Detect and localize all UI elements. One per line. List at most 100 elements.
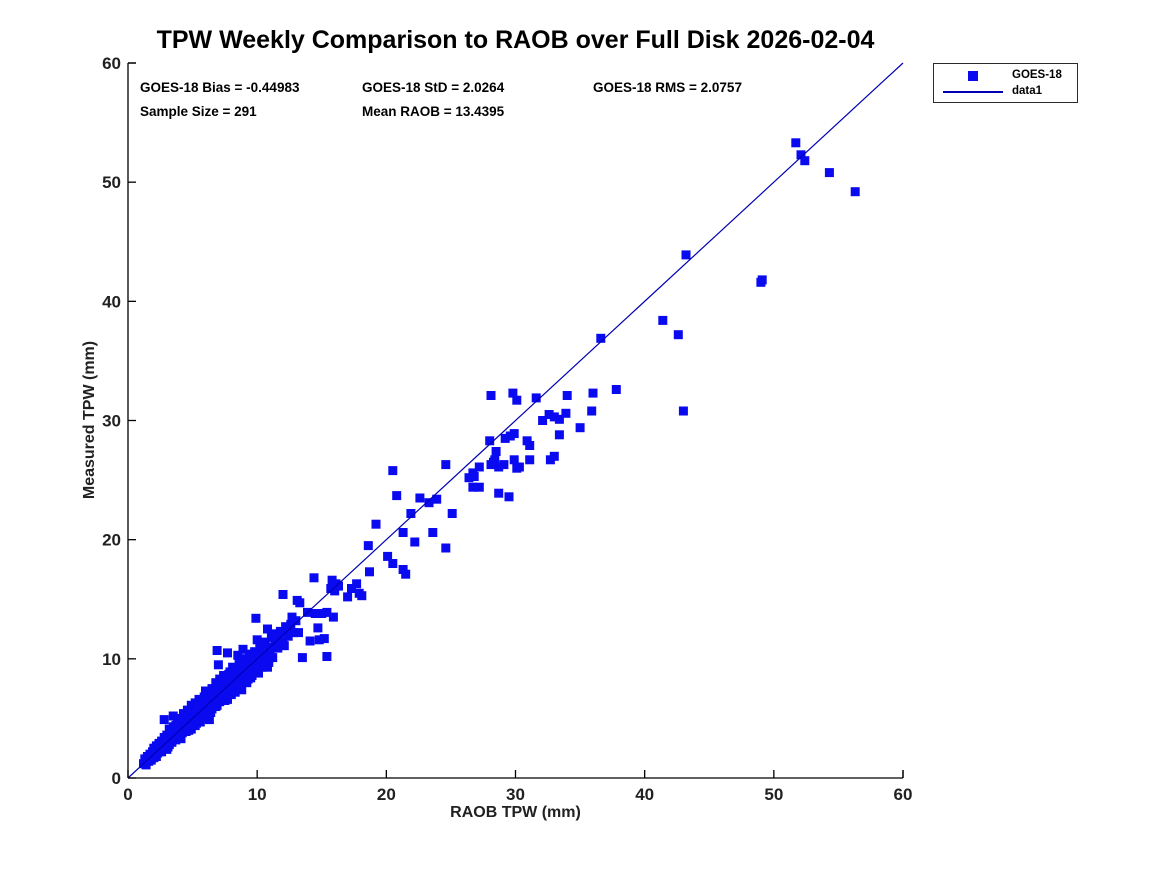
scatter-point — [297, 653, 307, 663]
scatter-point — [168, 711, 178, 721]
y-tick-label: 30 — [102, 412, 121, 431]
scatter-point — [525, 455, 535, 465]
scatter-point — [310, 609, 320, 618]
scatter-point — [213, 660, 223, 670]
scatter-point — [305, 636, 315, 646]
x-axis-label: RAOB TPW (mm) — [450, 804, 581, 821]
scatter-point — [182, 705, 192, 715]
legend-label: GOES-18 — [1012, 69, 1062, 81]
scatter-point — [292, 595, 302, 605]
scatter-point — [544, 410, 554, 419]
scatter-point — [273, 643, 283, 653]
scatter-point — [237, 685, 247, 695]
scatter-point — [279, 641, 289, 651]
legend-entry-data1: data1 — [934, 85, 1077, 99]
scatter-point — [285, 623, 294, 633]
scatter-point — [522, 436, 532, 446]
x-tick-label: 20 — [377, 785, 396, 804]
scatter-point — [167, 727, 177, 736]
legend-line-swatch — [943, 91, 1003, 93]
scatter-point — [673, 330, 683, 340]
scatter-point — [243, 674, 253, 684]
scatter-point — [392, 491, 402, 501]
scatter-point — [549, 412, 559, 422]
scatter-point — [464, 473, 474, 483]
scatter-point — [234, 657, 244, 667]
scatter-point — [151, 752, 161, 761]
scatter-point — [494, 462, 504, 472]
y-tick-label: 50 — [102, 173, 121, 192]
scatter-point — [257, 662, 267, 672]
scatter-point — [317, 609, 327, 618]
legend-label: data1 — [1012, 85, 1043, 97]
scatter-point — [561, 408, 571, 418]
scatter-point — [208, 686, 218, 696]
scatter-point — [309, 573, 319, 583]
scatter-point — [447, 509, 457, 518]
scatter-point — [263, 662, 272, 672]
identity-line — [127, 62, 904, 779]
scatter-point — [406, 509, 416, 518]
scatter-point — [239, 654, 249, 664]
scatter-point — [611, 385, 621, 394]
chart-title: TPW Weekly Comparison to RAOB over Full … — [156, 26, 875, 54]
scatter-point — [244, 649, 254, 659]
scatter-point — [203, 691, 213, 701]
scatter-point — [658, 315, 668, 325]
scatter-point — [383, 551, 393, 561]
scatter-point — [275, 626, 285, 636]
scatter-point — [401, 569, 411, 579]
scatter-point — [266, 643, 276, 653]
scatter-point — [441, 460, 451, 470]
scatter-point — [531, 393, 541, 403]
scatter-point — [182, 721, 192, 731]
scatter-point — [398, 528, 408, 537]
scatter-point — [757, 275, 767, 285]
scatter-point — [499, 460, 509, 470]
scatter-point — [388, 466, 398, 476]
scatter-point — [678, 406, 688, 416]
scatter-point — [319, 634, 329, 644]
scatter-point — [219, 671, 229, 680]
scatter-point — [212, 700, 222, 710]
scatter-point — [330, 586, 340, 596]
scatter-point — [233, 674, 243, 684]
scatter-point — [283, 631, 293, 641]
scatter-point — [485, 436, 495, 446]
legend-entry-goes18: GOES-18 — [934, 69, 1077, 83]
scatter-point — [251, 613, 261, 623]
scatter-point — [157, 747, 167, 757]
y-tick-label: 20 — [102, 531, 121, 550]
scatter-point — [474, 482, 484, 492]
scatter-point — [242, 666, 252, 676]
scatter-point — [212, 646, 222, 655]
x-tick-label: 40 — [635, 785, 654, 804]
scatter-point — [264, 657, 274, 667]
scatter-point — [681, 250, 691, 260]
scatter-point — [500, 433, 510, 443]
scatter-point — [508, 388, 518, 398]
scatter-point — [159, 715, 169, 725]
scatter-point — [278, 590, 288, 599]
scatter-point — [204, 715, 214, 725]
scatter-point — [365, 567, 374, 577]
scatter-point — [334, 581, 343, 591]
scatter-point — [206, 708, 216, 717]
stat-bias: GOES-18 Bias = -0.44983 — [140, 80, 300, 95]
scatter-point — [175, 713, 185, 723]
scatter-point — [199, 713, 209, 723]
scatter-point — [554, 430, 564, 440]
legend-box: GOES-18 data1 — [933, 63, 1078, 103]
scatter-point — [596, 333, 606, 343]
scatter-point — [347, 584, 356, 593]
scatter-point — [322, 607, 332, 617]
x-tick-label: 30 — [506, 785, 525, 804]
scatter-point — [210, 691, 219, 701]
scatter-point — [161, 734, 170, 744]
scatter-point — [288, 628, 298, 638]
scatter-point — [494, 488, 504, 498]
scatter-point — [562, 391, 572, 400]
scatter-point — [171, 721, 181, 731]
scatter-point — [223, 648, 232, 658]
